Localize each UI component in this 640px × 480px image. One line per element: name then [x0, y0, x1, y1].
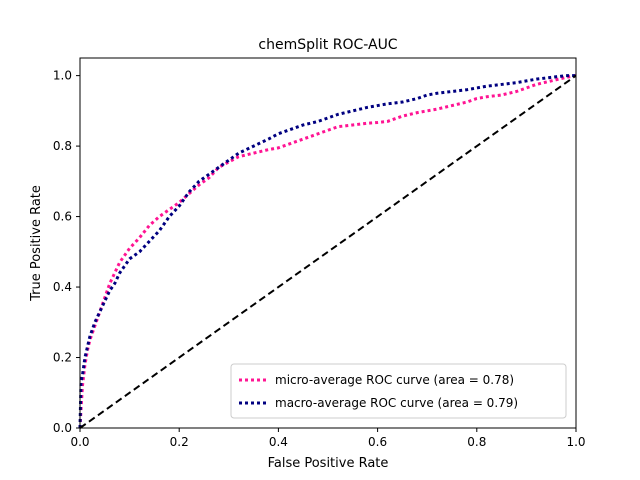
plot-frame — [79, 57, 577, 429]
x-tick-label: 0.6 — [368, 435, 387, 449]
y-tick-label: 0.4 — [53, 280, 72, 294]
legend-label: macro-average ROC curve (area = 0.79) — [275, 396, 518, 410]
y-tick-label: 0.6 — [53, 210, 72, 224]
axis-ticks: 0.0 0.2 0.4 0.6 0.8 1.0 0.0 0.2 0.4 0.6 0.8 1.0 — [53, 69, 586, 449]
legend-box — [230, 363, 567, 419]
x-tick-label: 1.0 — [566, 435, 585, 449]
x-tick-label: 0.4 — [269, 435, 288, 449]
legend: micro-average ROC curve (area = 0.78) mac… — [230, 363, 567, 419]
chart-title: chemSplit ROC-AUC — [258, 37, 397, 53]
x-tick-label: 0.2 — [170, 435, 189, 449]
series-line-chance-diagonal — [79, 74, 577, 429]
legend-label: micro-average ROC curve (area = 0.78) — [275, 373, 514, 387]
y-tick-label: 0.8 — [53, 139, 72, 153]
plot-area — [78, 74, 577, 429]
x-tick-label: 0.8 — [467, 435, 486, 449]
series-line-macro-average-roc-curve-area-0-79 — [78, 74, 576, 429]
y-tick-label: 0.2 — [53, 351, 72, 365]
series-line-micro-average-roc-curve-area-0-78 — [78, 74, 577, 429]
x-tick-label: 0.0 — [70, 435, 89, 449]
x-axis-label: False Positive Rate — [268, 456, 389, 471]
y-axis-label: True Positive Rate — [29, 185, 44, 302]
y-tick-label: 1.0 — [53, 69, 72, 83]
y-tick-label: 0.0 — [53, 421, 72, 435]
